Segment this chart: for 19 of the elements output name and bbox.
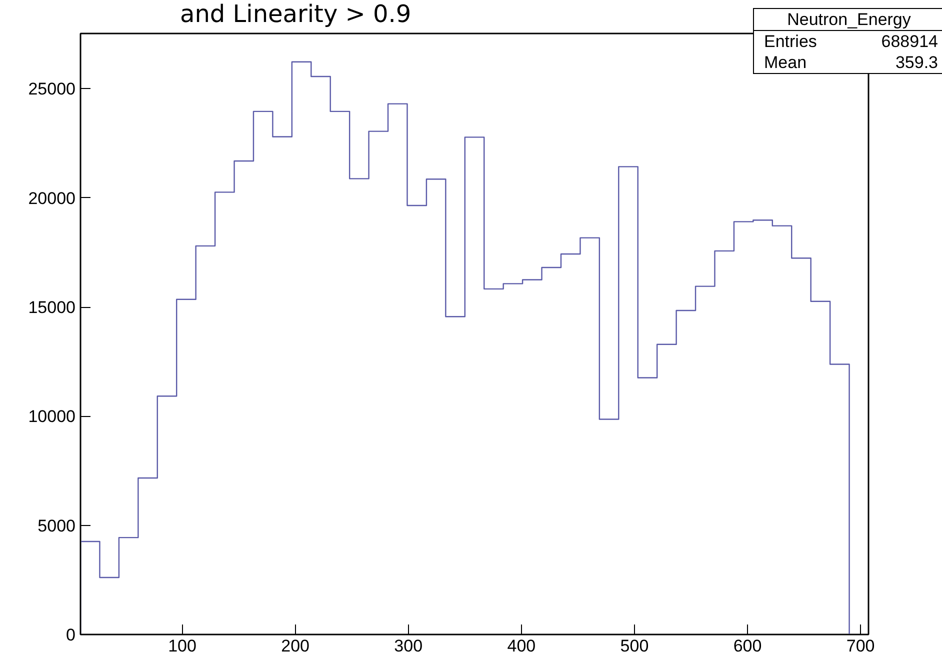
y-tick-label: 20000 [28,188,76,208]
text: 359.3 [895,52,938,73]
text: Neutron_Energy [754,9,942,31]
x-tick-label: 500 [620,636,649,656]
chart-title: and Linearity > 0.9 [180,0,412,30]
x-tick-label: 100 [168,636,196,656]
y-tick-label: 10000 [28,407,76,426]
x-tick-label: 400 [507,636,536,656]
y-tick-label: 5000 [38,516,76,536]
y-tick-label: 15000 [28,298,76,318]
annotation: Entries [764,31,817,52]
x-tick-label: 700 [846,636,875,656]
annotation: Mean [764,52,807,73]
x-tick-label: 300 [394,636,423,656]
y-tick-label: 25000 [28,80,76,99]
y-tick-label: 0 [66,626,76,644]
x-tick-label: 600 [733,636,762,656]
x-tick-label: 200 [281,636,310,656]
text: 688914 [881,31,938,52]
